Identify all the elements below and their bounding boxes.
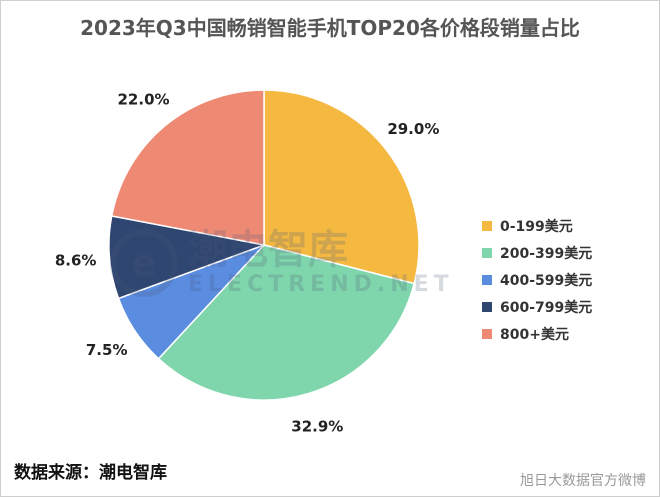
legend-item-1: 0-199美元 [482, 212, 592, 239]
slice-value-label-5: 22.0% [118, 90, 170, 108]
pie-slice-5 [110, 89, 265, 246]
legend-swatch [482, 247, 492, 258]
legend-label: 0-199美元 [500, 218, 573, 235]
pie-slices [108, 89, 420, 401]
legend-label: 600-799美元 [500, 299, 593, 316]
slice-value-label-2: 32.9% [291, 417, 343, 435]
legend: 0-199美元 200-399美元 400-599美元 600-799美元 800+美元 [482, 212, 592, 347]
pie-slice-2 [157, 244, 416, 401]
legend-swatch [482, 301, 492, 312]
legend-label: 200-399美元 [500, 245, 593, 262]
legend-item-2: 200-399美元 [482, 239, 592, 266]
legend-swatch [482, 274, 492, 285]
legend-swatch [482, 328, 492, 339]
source-label: 数据来源：潮电智库 [14, 463, 167, 483]
legend-item-5: 800+美元 [482, 320, 592, 347]
chart-title: 2023年Q3中国畅销智能手机TOP20各价格段销量占比 [80, 16, 580, 40]
legend-item-4: 600-799美元 [482, 293, 592, 320]
legend-item-3: 400-599美元 [482, 266, 592, 293]
legend-swatch [482, 220, 492, 231]
watermark-en: ELECTREND.NET [188, 272, 454, 297]
legend-label: 800+美元 [500, 326, 569, 343]
watermark: e 潮电智库 ELECTREND.NET [110, 228, 454, 297]
weibo-credit: 旭日大数据官方微博 [520, 473, 646, 489]
pie-slice-1 [263, 89, 420, 285]
slice-value-label-1: 29.0% [387, 120, 439, 138]
slice-value-label-4: 8.6% [55, 251, 97, 269]
legend-label: 400-599美元 [500, 272, 593, 289]
slice-value-label-3: 7.5% [86, 341, 128, 359]
watermark-cn: 潮电智库 [188, 227, 348, 273]
pie-labels: 29.0% 32.9% 7.5% 8.6% 22.0% [55, 90, 440, 435]
watermark-logo-icon: e [110, 228, 178, 297]
